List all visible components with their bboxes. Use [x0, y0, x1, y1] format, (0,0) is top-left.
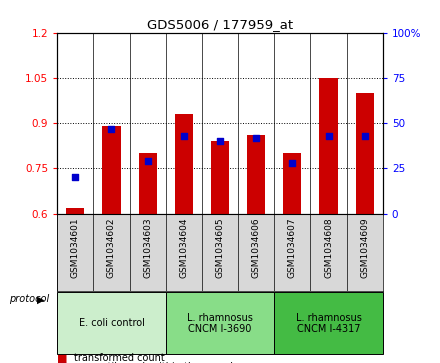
Text: GSM1034609: GSM1034609 — [360, 217, 369, 278]
Text: GSM1034606: GSM1034606 — [252, 217, 260, 278]
Text: GSM1034604: GSM1034604 — [180, 217, 188, 278]
Bar — [66, 208, 84, 213]
Text: E. coli control: E. coli control — [78, 318, 144, 329]
Point — [289, 160, 296, 166]
Point — [144, 158, 151, 164]
Point — [361, 133, 368, 139]
Point — [72, 175, 79, 180]
Text: GSM1034607: GSM1034607 — [288, 217, 297, 278]
Bar — [211, 141, 229, 213]
Text: percentile rank within the sample: percentile rank within the sample — [74, 362, 239, 363]
Bar — [103, 126, 121, 213]
Bar — [57, 293, 166, 354]
Point — [253, 135, 260, 140]
Bar — [139, 153, 157, 213]
Text: GSM1034601: GSM1034601 — [71, 217, 80, 278]
Text: L. rhamnosus
CNCM I-4317: L. rhamnosus CNCM I-4317 — [296, 313, 362, 334]
Bar — [356, 93, 374, 213]
Point — [216, 138, 224, 144]
Bar — [319, 78, 337, 213]
Text: L. rhamnosus
CNCM I-3690: L. rhamnosus CNCM I-3690 — [187, 313, 253, 334]
Point — [108, 126, 115, 131]
Text: ■: ■ — [57, 353, 68, 363]
Text: GSM1034602: GSM1034602 — [107, 217, 116, 278]
Point — [180, 133, 187, 139]
Text: ■: ■ — [57, 362, 68, 363]
Bar — [175, 114, 193, 213]
Point — [325, 133, 332, 139]
Bar — [283, 153, 301, 213]
Text: GSM1034603: GSM1034603 — [143, 217, 152, 278]
Title: GDS5006 / 177959_at: GDS5006 / 177959_at — [147, 19, 293, 32]
Text: transformed count: transformed count — [74, 353, 165, 363]
Text: protocol: protocol — [9, 294, 49, 305]
Bar — [247, 135, 265, 213]
Bar — [274, 293, 383, 354]
Bar — [166, 293, 274, 354]
Text: ▶: ▶ — [37, 294, 45, 305]
Text: GSM1034605: GSM1034605 — [216, 217, 224, 278]
Text: GSM1034608: GSM1034608 — [324, 217, 333, 278]
